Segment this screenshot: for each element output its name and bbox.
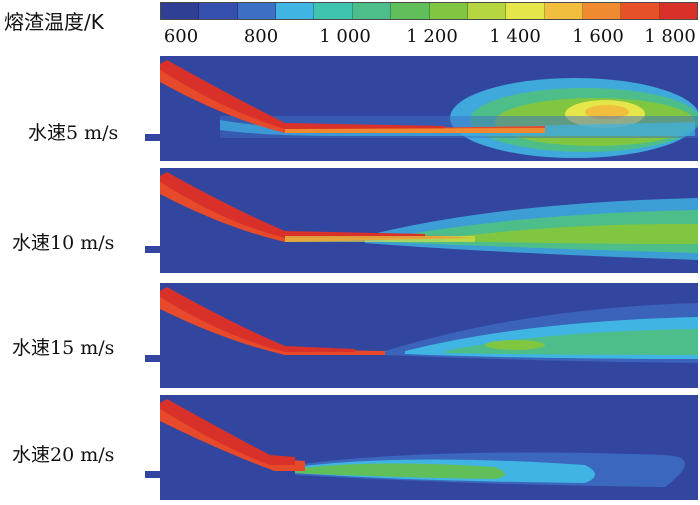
- panel-label: 水速5 m/s: [28, 122, 119, 144]
- legend-tick: 1 400: [489, 26, 541, 47]
- legend-tick: 1 200: [406, 26, 458, 47]
- colorbar-segment: [276, 3, 315, 19]
- legend-title: 熔渣温度/K: [4, 10, 104, 34]
- panel-label: 水速10 m/s: [12, 232, 115, 254]
- legend-tick: 1 600: [572, 26, 624, 47]
- temperature-field-panel-2: [145, 168, 698, 278]
- colorbar-segment: [429, 3, 468, 19]
- colorbar-segment: [506, 3, 545, 19]
- colorbar-segment: [582, 3, 622, 19]
- colorbar-segment: [237, 3, 277, 19]
- colorbar-segment: [621, 3, 660, 19]
- temperature-colorbar: [160, 2, 698, 20]
- colorbar-segment: [467, 3, 507, 19]
- colorbar-segment: [391, 3, 430, 19]
- temperature-field-panel-1: [145, 56, 698, 166]
- colorbar-segment: [659, 3, 698, 19]
- panel-label: 水速15 m/s: [12, 337, 115, 359]
- colorbar-segment: [161, 3, 200, 19]
- legend-tick: 1 800: [644, 26, 696, 47]
- colorbar-segment: [199, 3, 238, 19]
- temperature-field-panel-3: [145, 283, 698, 393]
- colorbar-segment: [352, 3, 392, 19]
- colorbar-segment: [544, 3, 583, 19]
- legend-tick: 600: [163, 26, 199, 47]
- colorbar-segment: [314, 3, 353, 19]
- legend-tick: 800: [243, 26, 279, 47]
- temperature-field-panel-4: [145, 395, 698, 505]
- panel-label: 水速20 m/s: [12, 444, 115, 466]
- legend-tick: 1 000: [319, 26, 371, 47]
